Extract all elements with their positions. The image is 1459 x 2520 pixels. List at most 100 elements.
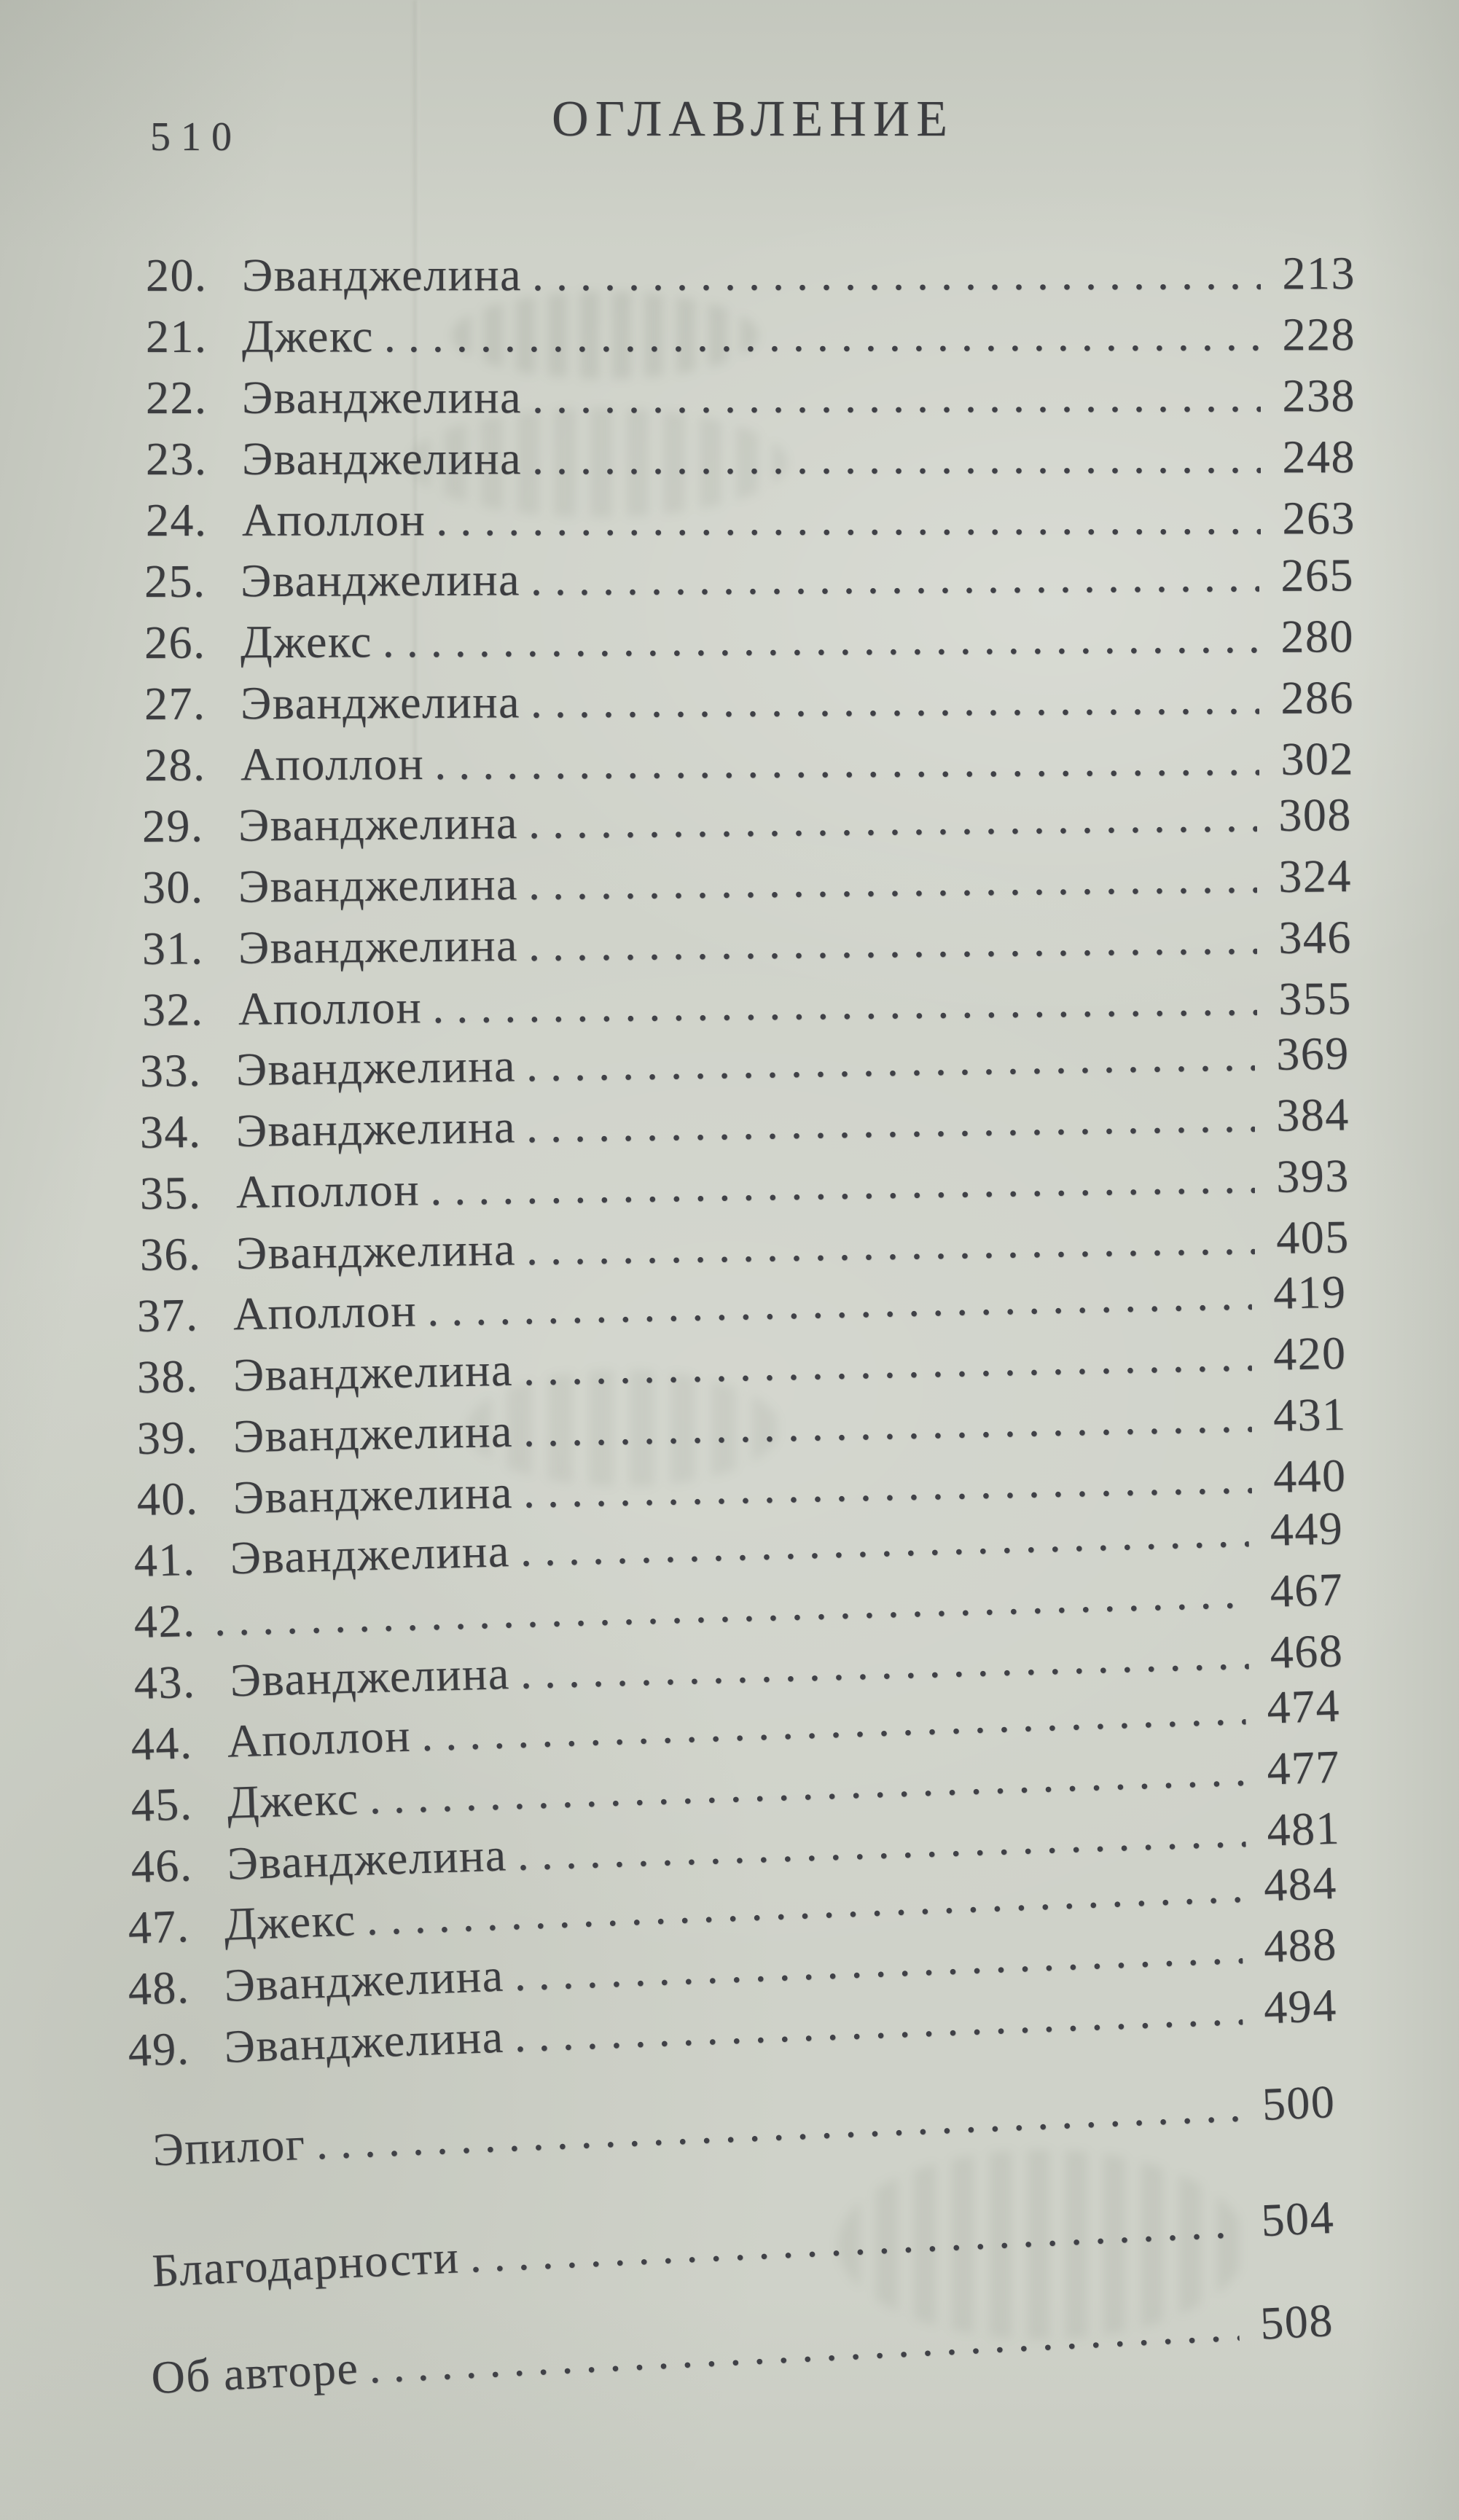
toc-entry-name: Джекс	[241, 310, 374, 362]
toc-entry-number: 37.	[136, 1288, 200, 1342]
toc-entry-number: 38.	[136, 1350, 200, 1403]
dot-leader	[436, 488, 1261, 550]
toc-entry-name: Эванджелина	[235, 1039, 517, 1096]
back-matter-row: Об авторе 508	[124, 2290, 1335, 2410]
toc-entry-number: 22.	[145, 371, 208, 423]
toc-entry-page: 280	[1280, 610, 1355, 662]
toc-row: 27. Эванджелина 286	[144, 667, 1354, 735]
toc-entry-page: 494	[1262, 1979, 1338, 2034]
toc-entry-page: 474	[1266, 1679, 1341, 1734]
back-matter-name: Эпилог	[152, 2117, 307, 2176]
dot-leader	[528, 846, 1257, 915]
toc-entry-number: 25.	[144, 555, 206, 607]
toc-entry-name: Эванджелина	[232, 1404, 514, 1463]
dot-leader	[434, 729, 1259, 794]
toc-entry-page: 484	[1262, 1856, 1338, 1911]
toc-entry-name: Эванджелина	[241, 371, 523, 423]
toc-entry-name: Джекс	[223, 1893, 357, 1951]
toc-entry-page: 393	[1275, 1149, 1350, 1202]
toc-entry-page: 481	[1266, 1801, 1341, 1856]
toc-entry-name: Эванджелина	[235, 1100, 517, 1157]
toc-entry-page: 431	[1272, 1388, 1347, 1441]
toc-entry-name: Аполлон	[226, 1709, 412, 1767]
toc-entry-name: Эванджелина	[235, 1223, 517, 1280]
toc-row: 31. Эванджелина 346	[142, 907, 1353, 979]
toc-entry-name: Эванджелина	[223, 1949, 505, 2012]
dot-leader	[383, 606, 1260, 672]
toc-entry-number: 45.	[130, 1777, 194, 1831]
toc-entry-number: 29.	[141, 799, 204, 852]
toc-entry-page: 248	[1282, 431, 1356, 483]
toc-entry-number: 24.	[145, 493, 208, 546]
toc-entry-number: 21.	[145, 310, 208, 362]
dot-leader	[525, 1085, 1255, 1157]
dot-leader	[531, 545, 1259, 610]
toc-entry-name: Эванджелина	[238, 797, 519, 851]
toc-entry-number: 20.	[145, 249, 208, 301]
toc-entry-page: 420	[1272, 1326, 1347, 1380]
back-matter-page: 508	[1259, 2293, 1335, 2349]
dot-leader	[532, 426, 1261, 489]
back-matter-name: Благодарности	[150, 2231, 461, 2297]
toc-entry-page: 286	[1280, 671, 1355, 724]
toc-entry-name: Эванджелина	[232, 1466, 514, 1524]
toc-entry-page: 346	[1278, 911, 1353, 964]
dot-leader	[531, 668, 1259, 732]
back-matter-page: 504	[1259, 2191, 1336, 2247]
toc-entry-number: 28.	[144, 738, 206, 791]
toc-row: 26. Джекс 280	[144, 606, 1354, 673]
toc-entry-page: 265	[1280, 549, 1355, 601]
toc-entry-number: 41.	[133, 1533, 197, 1586]
toc-row: 20. Эванджелина 213	[146, 243, 1356, 306]
toc-entry-number: 47.	[127, 1899, 191, 1954]
toc-row: 23. Эванджелина 248	[146, 426, 1356, 490]
toc-entry-number: 42.	[133, 1594, 197, 1648]
toc-entry-number: 31.	[141, 922, 204, 974]
toc-entry-page: 228	[1282, 308, 1356, 361]
toc-entry-number: 43.	[133, 1655, 197, 1709]
toc-entry-page: 369	[1275, 1027, 1350, 1080]
toc-entry-page: 263	[1282, 492, 1356, 544]
dot-leader	[532, 243, 1261, 305]
toc-row: 25. Эванджелина 265	[144, 544, 1354, 612]
toc-entry-name: Аполлон	[241, 493, 426, 546]
toc-entry-page: 238	[1282, 369, 1356, 422]
dot-leader	[528, 785, 1257, 853]
toc-entry-number: 46.	[130, 1839, 194, 1893]
toc-entry-name: Аполлон	[232, 1284, 418, 1340]
back-matter-row: Благодарности 504	[125, 2187, 1336, 2303]
toc-entry-name: Аполлон	[238, 981, 423, 1035]
toc-entry-name: Джекс	[226, 1772, 360, 1828]
page-title: ОГЛАВЛЕНИЕ	[552, 91, 954, 147]
toc-entry-number: 40.	[136, 1472, 200, 1525]
toc-entry-name: Эванджелина	[226, 1828, 508, 1890]
toc-entry-page: 405	[1275, 1210, 1350, 1264]
toc-entry-name: Эванджелина	[229, 1647, 511, 1707]
toc-entry-number: 36.	[139, 1227, 202, 1280]
toc-entry-name: Эванджелина	[240, 676, 521, 729]
toc-entry-page: 467	[1269, 1563, 1345, 1617]
toc-entry-page: 468	[1269, 1624, 1345, 1678]
back-matter-row: Эпилог 500	[125, 2071, 1337, 2182]
toc-entry-name: Эванджелина	[232, 1343, 514, 1401]
toc-entry-name: Аполлон	[235, 1163, 421, 1218]
dot-leader	[468, 2191, 1241, 2288]
toc-entry-number: 23.	[145, 432, 208, 485]
toc-row: 22. Эванджелина 238	[146, 365, 1356, 429]
toc-entry-page: 419	[1272, 1265, 1347, 1319]
toc-entry-name: Эванджелина	[240, 553, 521, 607]
toc-entry-name: Эванджелина	[238, 858, 519, 912]
toc-row: 24. Аполлон 263	[146, 488, 1356, 551]
toc-entry-number: 26.	[144, 616, 206, 668]
dot-leader	[525, 1024, 1255, 1096]
paper-crease	[412, 0, 420, 765]
toc-entry-number: 44.	[130, 1716, 194, 1770]
toc-entry-number: 27.	[144, 677, 206, 729]
toc-entry-name: Аполлон	[240, 737, 425, 791]
toc-entry-number: 33.	[139, 1044, 202, 1097]
toc-entry-page: 384	[1275, 1088, 1350, 1141]
back-matter-list: Эпилог 500 Благодарности 504 Об авторе 5…	[146, 2075, 1356, 2410]
toc-entry-number: 48.	[127, 1960, 191, 2015]
toc-entry-name: Эванджелина	[229, 1525, 511, 1584]
